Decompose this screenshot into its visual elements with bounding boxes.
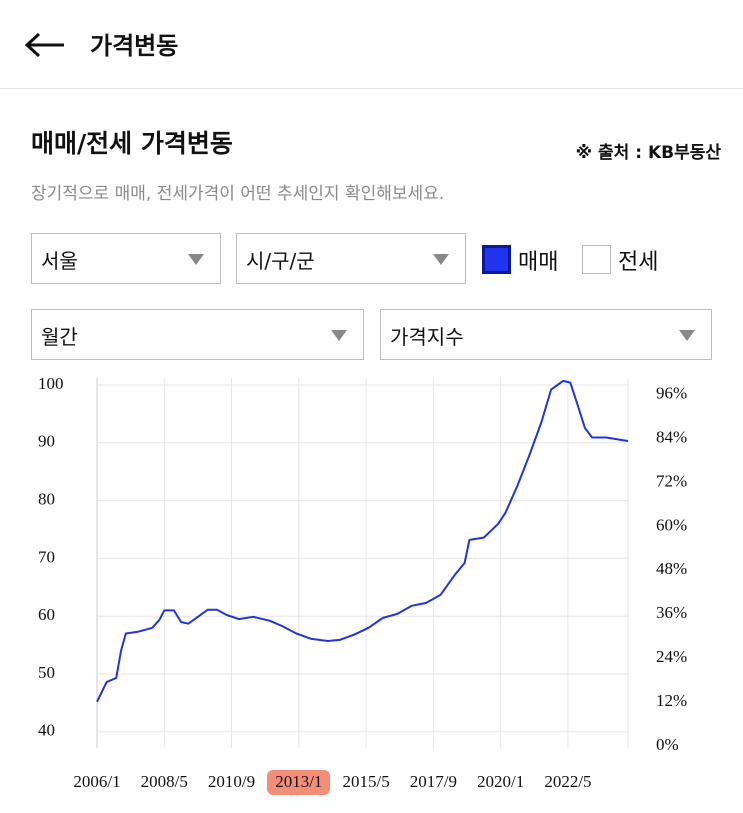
y2-tick-label: 84% xyxy=(656,427,687,446)
x-tick-label: 2008/5 xyxy=(141,772,188,791)
header-title: 가격변동 xyxy=(90,32,179,60)
y2-tick-label: 96% xyxy=(656,383,687,402)
y-tick-label: 60 xyxy=(38,605,55,624)
y-tick-label: 80 xyxy=(38,489,55,508)
subtitle: 장기적으로 매매, 전세가격이 어떤 추세인지 확인해보세요. xyxy=(31,184,445,204)
y2-tick-label: 48% xyxy=(656,559,687,578)
x-tick-label: 2015/5 xyxy=(342,772,389,791)
y2-tick-label: 0% xyxy=(656,735,679,754)
checkbox[interactable] xyxy=(482,245,511,274)
metric-select[interactable]: 가격지수 xyxy=(380,309,712,360)
y-tick-label: 100 xyxy=(38,374,64,393)
checkbox[interactable] xyxy=(582,245,611,274)
y2-tick-label: 12% xyxy=(656,691,687,710)
y-tick-label: 50 xyxy=(38,663,55,682)
x-tick-label: 2006/1 xyxy=(73,772,120,791)
y-tick-label: 40 xyxy=(38,721,55,740)
y2-tick-label: 24% xyxy=(656,647,687,666)
y-tick-label: 70 xyxy=(38,547,55,566)
region-select[interactable]: 서울 xyxy=(31,233,221,284)
x-tick-label: 2020/1 xyxy=(477,772,524,791)
y2-tick-label: 72% xyxy=(656,471,687,490)
x-tick-label: 2017/9 xyxy=(410,772,457,791)
section-title: 매매/전세 가격변동 xyxy=(31,129,233,158)
chart: 40 50 60 70 80 90 100 0% 12% 24% 36% 48% 60% 72% 84% 96… xyxy=(38,374,687,795)
x-tick-label: 2022/5 xyxy=(544,772,591,791)
checkbox-label[interactable]: 매매 xyxy=(518,250,559,275)
period-select[interactable]: 월간 xyxy=(31,309,364,360)
district-select[interactable]: 시/구/군 xyxy=(236,233,466,284)
x-tick-label: 2013/1 xyxy=(275,772,322,791)
back-button[interactable] xyxy=(24,31,66,59)
highlight xyxy=(267,770,330,795)
source: ※ 출처 : KB부동산 xyxy=(575,143,721,163)
y2-tick-label: 60% xyxy=(656,515,687,534)
line xyxy=(96,379,629,703)
x-tick-label: 2010/9 xyxy=(208,772,255,791)
y2-tick-label: 36% xyxy=(656,603,687,622)
y-tick-label: 90 xyxy=(38,432,55,451)
header: 가격변동 xyxy=(0,0,743,89)
checkbox-label[interactable]: 전세 xyxy=(618,250,659,275)
